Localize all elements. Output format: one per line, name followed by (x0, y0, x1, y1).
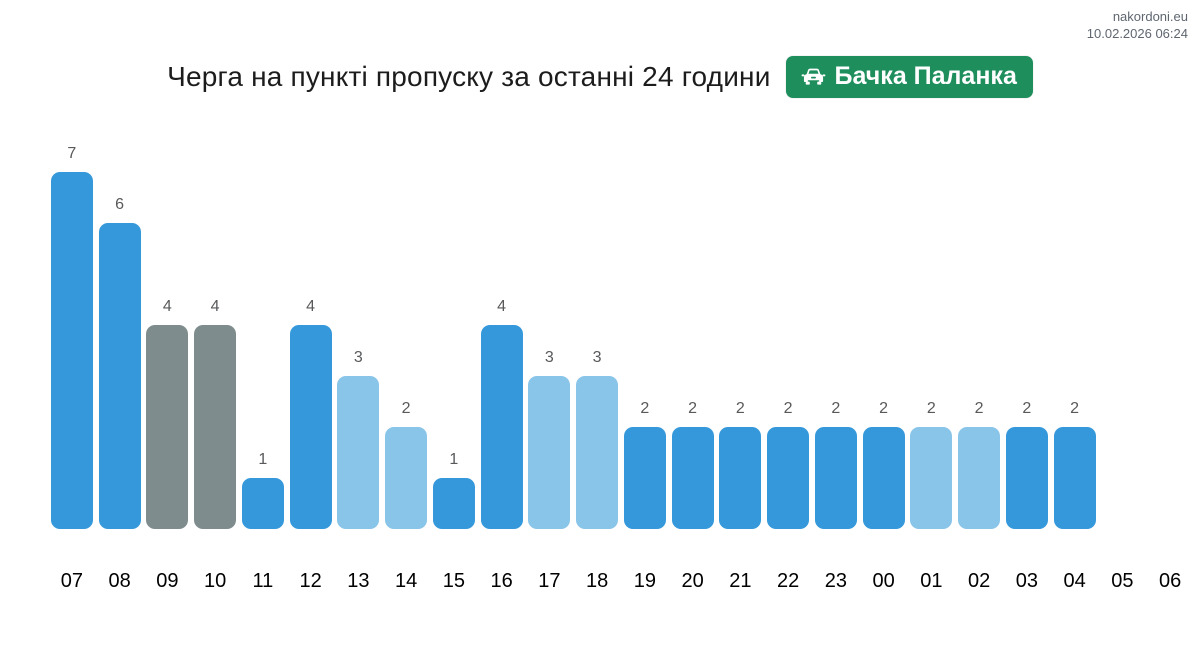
plot-area: 7 6 4 4 1 4 3 2 1 4 3 3 2 2 2 2 2 2 2 2 2 2 (48, 0, 1194, 529)
bar-value-label-01: 2 (926, 400, 936, 417)
bar-value-label-20: 2 (688, 400, 698, 417)
bar-14[interactable] (385, 427, 428, 529)
bar-22[interactable] (767, 427, 810, 529)
bar-15[interactable] (432, 478, 475, 529)
bar-value-label-21: 2 (735, 400, 745, 417)
bar-18[interactable] (576, 376, 619, 529)
bar-03[interactable] (1005, 427, 1048, 529)
x-tick-label-22: 22 (777, 570, 800, 592)
site-name: nakordoni.eu (1112, 9, 1188, 24)
bar-value-label-19: 2 (640, 400, 650, 417)
bar-12[interactable] (289, 325, 332, 529)
x-tick-label-06: 06 (1159, 570, 1182, 592)
x-tick-label-05: 05 (1111, 570, 1134, 592)
x-tick-label-00: 00 (872, 570, 895, 592)
x-tick-label-03: 03 (1015, 570, 1038, 592)
timestamp: 10.02.2026 06:24 (1086, 26, 1188, 41)
bar-21[interactable] (719, 427, 762, 529)
x-tick-label-12: 12 (299, 570, 322, 592)
checkpoint-badge[interactable]: Бачка Паланка (785, 56, 1033, 98)
x-tick-label-15: 15 (442, 570, 465, 592)
x-tick-label-09: 09 (156, 570, 179, 592)
bar-16[interactable] (480, 325, 523, 529)
car-icon (800, 63, 827, 90)
bar-10[interactable] (194, 325, 237, 529)
bar-value-label-18: 3 (592, 349, 602, 366)
bar-value-label-02: 2 (974, 400, 984, 417)
bar-20[interactable] (671, 427, 714, 529)
bar-value-label-11: 1 (258, 451, 268, 468)
bar-value-label-00: 2 (879, 400, 889, 417)
bar-value-label-17: 3 (544, 349, 554, 366)
bar-value-label-23: 2 (831, 400, 841, 417)
checkpoint-name: Бачка Паланка (834, 62, 1017, 90)
header: Черга на пункті пропуску за останні 24 г… (0, 52, 1200, 102)
bar-08[interactable] (98, 223, 141, 529)
x-tick-label-10: 10 (204, 570, 227, 592)
bar-09[interactable] (146, 325, 189, 529)
x-tick-label-14: 14 (395, 570, 418, 592)
bar-value-label-16: 4 (497, 298, 507, 315)
bar-value-label-12: 4 (306, 298, 316, 315)
bar-23[interactable] (814, 427, 857, 529)
x-axis: 07 08 09 10 11 12 13 14 15 16 17 18 19 20 21 22 23 00 01 02… (48, 569, 1194, 595)
bar-02[interactable] (958, 427, 1001, 529)
bar-value-label-09: 4 (162, 298, 172, 315)
bar-value-label-14: 2 (401, 400, 411, 417)
x-tick-label-08: 08 (108, 570, 131, 592)
bar-value-label-22: 2 (783, 400, 793, 417)
bar-11[interactable] (241, 478, 284, 529)
page-title: Черга на пункті пропуску за останні 24 г… (167, 61, 771, 92)
bar-value-label-15: 1 (449, 451, 459, 468)
x-tick-label-13: 13 (347, 570, 370, 592)
bar-value-label-10: 4 (210, 298, 220, 315)
x-tick-label-07: 07 (60, 570, 83, 592)
x-tick-label-23: 23 (824, 570, 847, 592)
x-tick-label-20: 20 (681, 570, 704, 592)
bar-value-label-08: 6 (115, 196, 125, 213)
bar-07[interactable] (50, 172, 93, 529)
x-tick-label-11: 11 (252, 570, 274, 592)
x-tick-label-04: 04 (1063, 570, 1086, 592)
bar-00[interactable] (862, 427, 905, 529)
x-tick-label-17: 17 (538, 570, 561, 592)
bar-value-label-07: 7 (67, 145, 77, 162)
x-tick-label-19: 19 (633, 570, 656, 592)
bar-01[interactable] (910, 427, 953, 529)
x-tick-label-01: 01 (920, 570, 943, 592)
bar-04[interactable] (1053, 427, 1096, 529)
bar-13[interactable] (337, 376, 380, 529)
x-tick-label-21: 21 (729, 570, 752, 592)
bar-value-label-04: 2 (1070, 400, 1080, 417)
bar-value-label-03: 2 (1022, 400, 1032, 417)
x-tick-label-02: 02 (968, 570, 991, 592)
bar-17[interactable] (528, 376, 571, 529)
x-tick-label-16: 16 (490, 570, 513, 592)
site-info: nakordoni.eu 10.02.2026 06:24 (1087, 8, 1188, 42)
bar-19[interactable] (623, 427, 666, 529)
x-tick-label-18: 18 (586, 570, 609, 592)
bar-value-label-13: 3 (353, 349, 363, 366)
